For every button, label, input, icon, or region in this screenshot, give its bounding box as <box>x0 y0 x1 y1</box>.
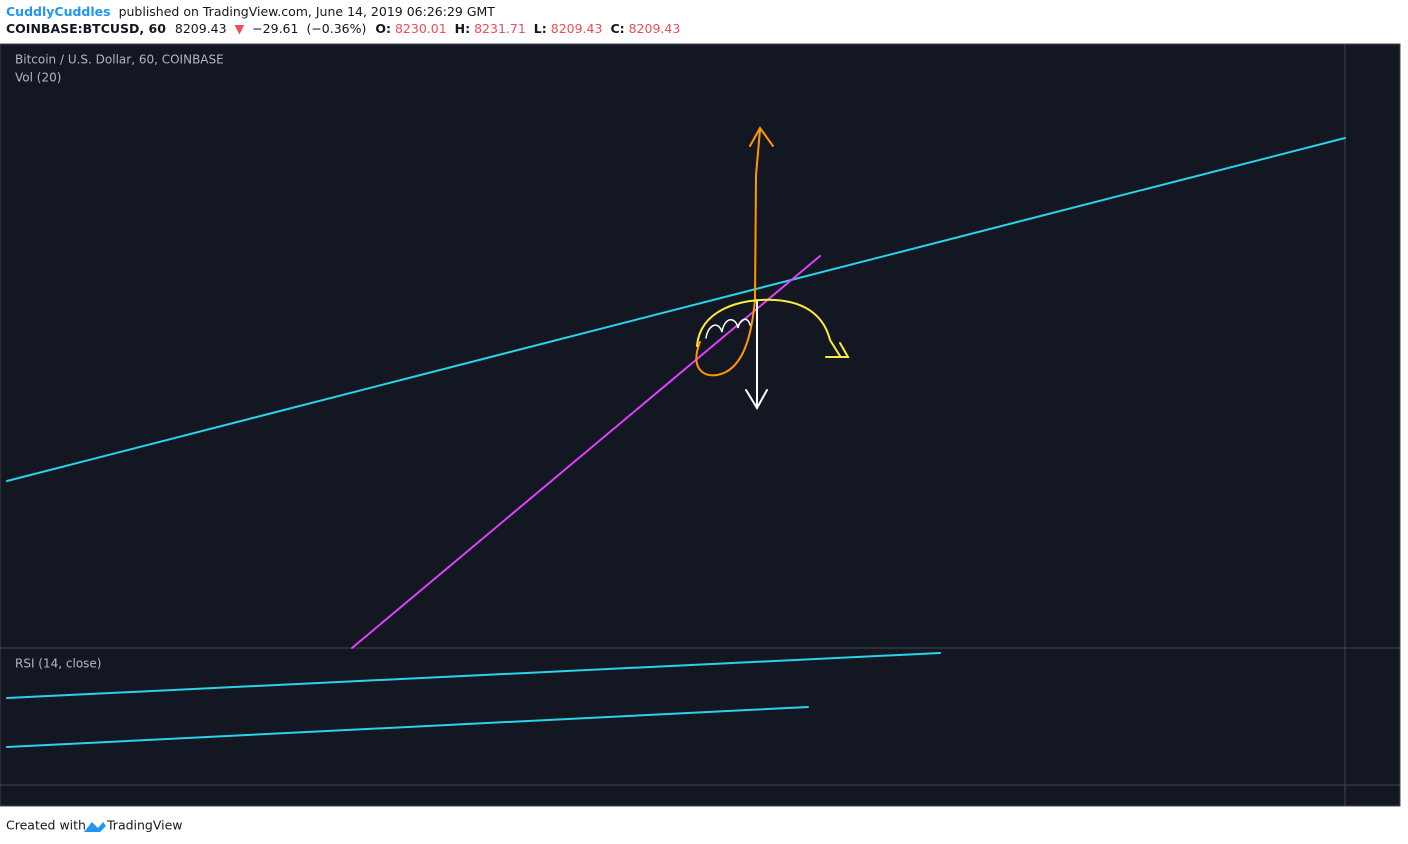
last-price: 8209.43 <box>175 21 227 36</box>
ohlc-label: O: <box>375 21 391 36</box>
symbol-line: COINBASE:BTCUSD, 60 8209.43 ▼ −29.61 (−0… <box>6 21 680 36</box>
ohlc-label: L: <box>534 21 547 36</box>
tv-logo <box>84 822 106 832</box>
author[interactable]: CuddlyCuddles <box>6 4 111 19</box>
rsi-label: RSI (14, close) <box>15 657 101 671</box>
footer-brand[interactable]: TradingView <box>106 818 183 833</box>
change: −29.61 <box>252 21 298 36</box>
drawings <box>6 126 1346 748</box>
published: published on TradingView.com, June 14, 2… <box>119 4 496 19</box>
rsi-trend-line <box>6 706 809 748</box>
white-squiggle <box>705 318 751 339</box>
symbol: COINBASE:BTCUSD, 60 <box>6 21 166 36</box>
ohlc-value: 8209.43 <box>551 21 603 36</box>
footer-text: Created with <box>6 818 86 833</box>
volume-label: Vol (20) <box>15 71 61 85</box>
ohlc-value: 8231.71 <box>474 21 526 36</box>
rsi-trend-line <box>6 652 941 699</box>
chart-frame <box>0 43 1401 807</box>
ohlc-label: C: <box>610 21 624 36</box>
trend-line <box>6 137 1346 482</box>
ohlc-label: H: <box>455 21 470 36</box>
orange-arrow <box>695 126 774 377</box>
ohlc-value: 8209.43 <box>629 21 681 36</box>
chart-title: Bitcoin / U.S. Dollar, 60, COINBASE <box>15 53 224 67</box>
yellow-arrow <box>696 298 850 358</box>
header-line: CuddlyCuddles published on TradingView.c… <box>6 4 495 19</box>
ohlc-value: 8230.01 <box>395 21 447 36</box>
white-arrow <box>745 299 768 410</box>
change-pct: (−0.36%) <box>306 21 366 36</box>
trend-line <box>351 255 821 649</box>
change-arrow: ▼ <box>235 21 245 36</box>
